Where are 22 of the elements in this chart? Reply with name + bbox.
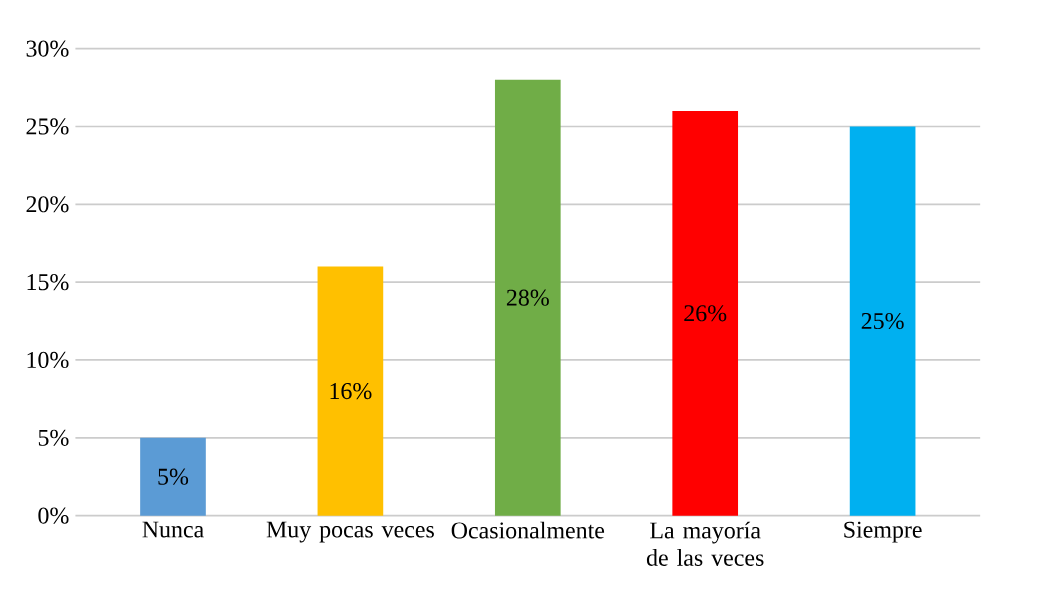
x-tick-label: Muy pocas veces xyxy=(266,521,434,543)
data-label: 28% xyxy=(506,289,549,306)
y-tick-label: 30% xyxy=(26,40,69,57)
x-tick-label: Nunca xyxy=(142,521,204,538)
data-label: 25% xyxy=(861,312,904,330)
y-tick-label: 15% xyxy=(27,274,69,291)
bar xyxy=(849,126,916,516)
data-label: 16% xyxy=(330,383,372,400)
bar xyxy=(317,266,384,516)
data-label: 26% xyxy=(684,305,727,322)
data-label: 5% xyxy=(158,468,189,485)
x-tick-label: La mayoría de las veces xyxy=(646,521,764,566)
bar xyxy=(672,110,739,516)
x-tick-label: Siempre xyxy=(844,521,922,543)
y-tick-label: 10% xyxy=(27,351,69,369)
bar xyxy=(140,437,206,516)
bar xyxy=(494,79,561,516)
x-tick-label: Ocasionalmente xyxy=(451,521,605,539)
y-tick-label: 5% xyxy=(38,429,69,446)
y-tick-label: 20% xyxy=(26,196,69,213)
y-tick-label: 25% xyxy=(26,118,69,135)
y-tick-label: 0% xyxy=(38,507,69,524)
